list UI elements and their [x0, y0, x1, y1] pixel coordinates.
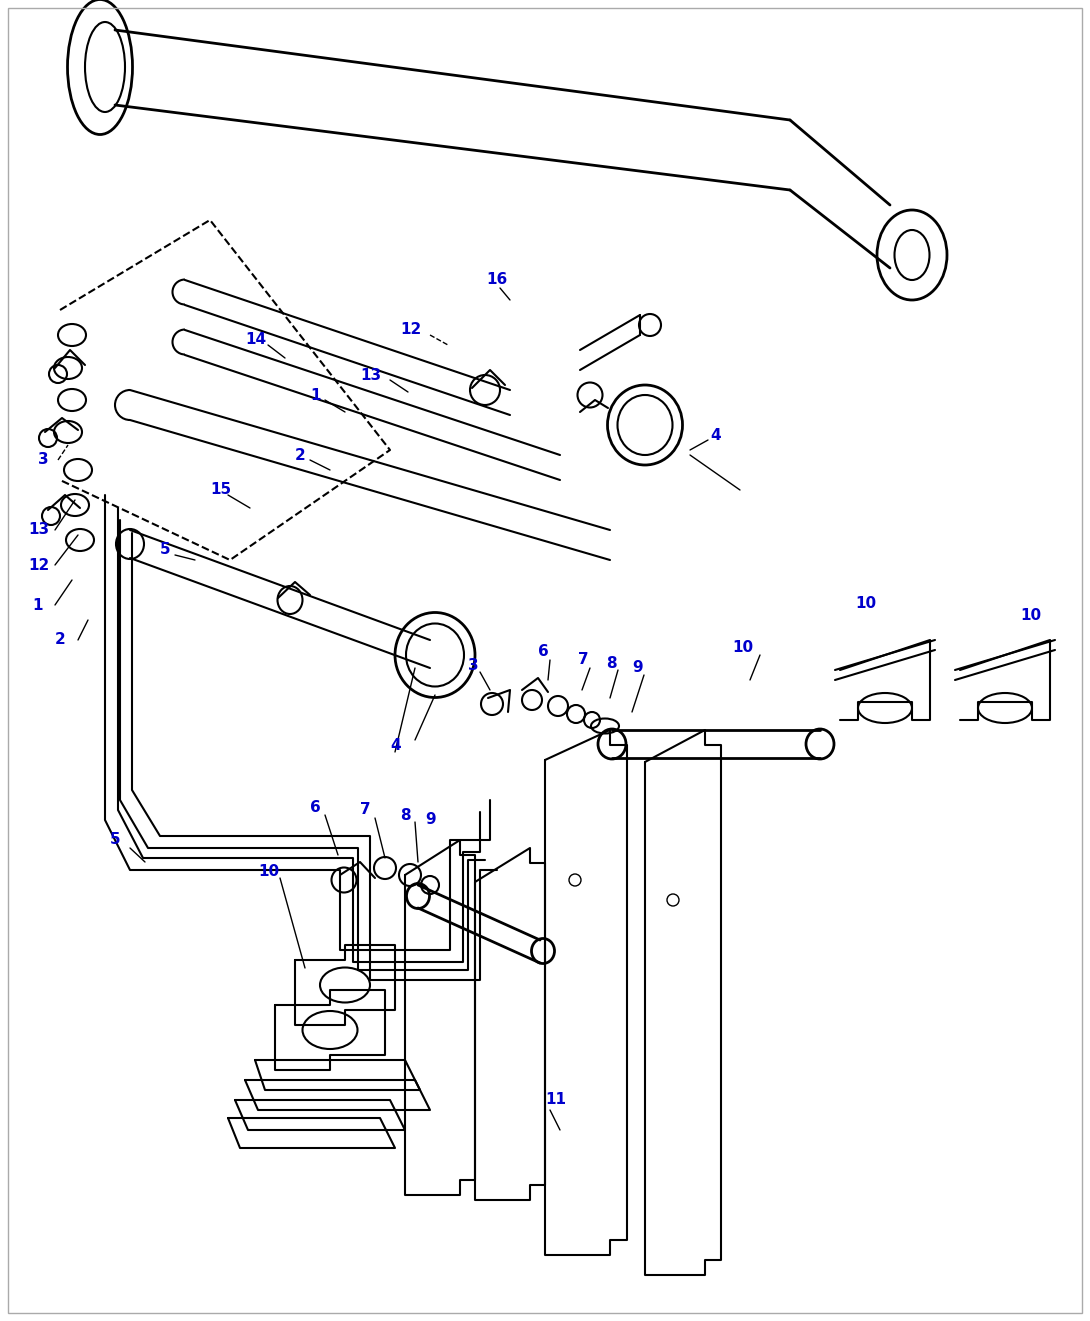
Text: 8: 8	[400, 807, 411, 823]
Text: 5: 5	[110, 832, 121, 848]
Text: 14: 14	[245, 333, 266, 347]
Text: 4: 4	[390, 737, 401, 753]
Text: 12: 12	[400, 322, 421, 337]
Text: 3: 3	[468, 658, 479, 672]
Text: 9: 9	[632, 660, 643, 675]
Text: 12: 12	[28, 557, 49, 572]
Text: 5: 5	[160, 543, 171, 557]
Text: 6: 6	[310, 801, 320, 815]
Text: 16: 16	[486, 272, 507, 288]
Text: 13: 13	[360, 367, 381, 383]
Text: 8: 8	[606, 655, 617, 671]
Text: 10: 10	[855, 596, 876, 610]
Text: 2: 2	[295, 448, 306, 462]
Text: 10: 10	[258, 864, 279, 880]
Text: 7: 7	[578, 653, 589, 667]
Text: 15: 15	[210, 482, 231, 498]
Text: 1: 1	[32, 597, 43, 613]
Text: 10: 10	[1020, 608, 1041, 622]
Text: 1: 1	[310, 387, 320, 403]
Text: 6: 6	[538, 645, 548, 659]
Text: 10: 10	[732, 641, 753, 655]
Text: 3: 3	[38, 453, 49, 468]
Text: 7: 7	[360, 802, 371, 818]
Text: 4: 4	[710, 428, 720, 443]
Text: 11: 11	[545, 1092, 566, 1107]
Text: 2: 2	[54, 633, 65, 647]
Text: 13: 13	[28, 523, 49, 538]
Text: 9: 9	[425, 812, 436, 827]
